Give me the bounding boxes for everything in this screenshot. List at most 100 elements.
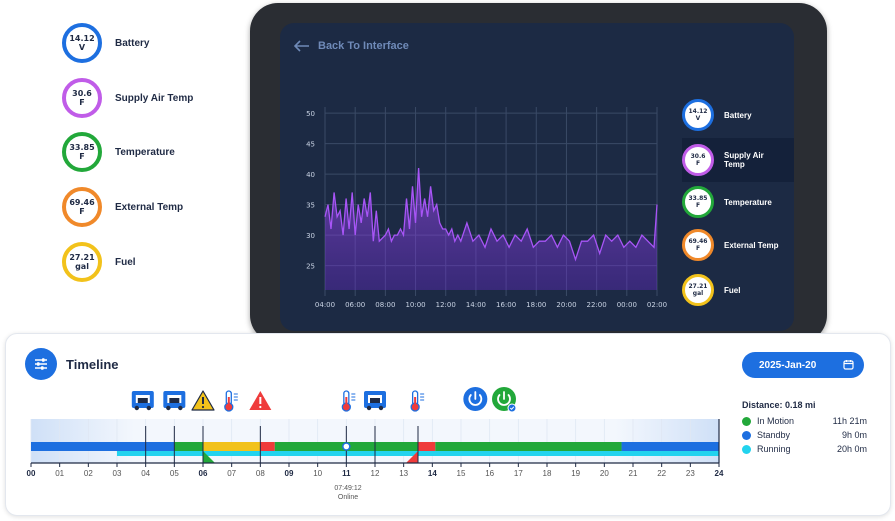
x-tick-label: 16:00: [496, 301, 516, 309]
alarm-segment: [260, 442, 275, 451]
tablet-battery-unit: V: [695, 115, 701, 122]
truck-wheel: [178, 405, 183, 411]
alert-bang: [259, 397, 262, 404]
end-flag-icon: [406, 451, 418, 463]
hour-label: 08: [256, 469, 265, 478]
alarm-segment: [418, 442, 436, 451]
warning-dot: [201, 405, 205, 409]
thermo-level: [345, 397, 348, 405]
hour-label: 10: [313, 469, 322, 478]
sensor-supply-air-temp[interactable]: 30.6 F Supply Air Temp: [62, 78, 195, 118]
tablet-sensor-fuel[interactable]: 27.21 gal Fuel: [682, 268, 794, 312]
check-mark: [509, 406, 515, 411]
standby-segment: [31, 442, 175, 451]
hour-label: 04: [141, 469, 150, 478]
thermometer-icon[interactable]: [341, 390, 356, 412]
tablet-external-temp-unit: F: [695, 245, 701, 252]
x-tick-label: 12:00: [436, 301, 456, 309]
date-picker-button[interactable]: 2025-Jan-20: [742, 352, 864, 378]
truck-icon[interactable]: [163, 391, 186, 411]
x-tick-label: 02:00: [647, 301, 667, 309]
event-time: 07:49:12: [334, 485, 362, 492]
in-motion-value: 11h 21m: [832, 416, 867, 426]
date-label: 2025-Jan-20: [759, 359, 817, 371]
sensor-external-temp[interactable]: 69.46 F External Temp: [62, 187, 195, 227]
motion-segment: [435, 442, 622, 451]
temperature-unit: F: [79, 152, 85, 161]
temperature-value: 33.85: [69, 143, 95, 152]
distance-label: Distance: 0.18 mi: [742, 400, 816, 410]
temperature-gauge: 33.85 F: [62, 132, 102, 172]
running-value: 20h 0m: [836, 444, 867, 454]
hour-label: 14: [428, 469, 437, 478]
fuel-unit: gal: [75, 262, 89, 271]
event-time-label: 07:49:12 Online: [328, 484, 368, 502]
tablet-sensor-external-temp[interactable]: 69.46 F External Temp: [682, 223, 794, 267]
x-tick-label: 18:00: [526, 301, 546, 309]
tablet-sensor-temperature[interactable]: 33.85 F Temperature: [682, 180, 794, 224]
standby-dot: [742, 430, 751, 440]
battery-gauge: 14.12 V: [62, 23, 102, 63]
y-tick-label: 30: [306, 232, 315, 240]
tablet-fuel-gauge: 27.21 gal: [682, 274, 714, 306]
thermo-level: [414, 397, 417, 405]
truck-icon[interactable]: [131, 391, 154, 411]
back-to-interface-link[interactable]: Back To Interface: [294, 40, 409, 52]
truck-icon[interactable]: [364, 391, 386, 411]
thermometer-icon[interactable]: [410, 390, 425, 412]
external-temp-unit: F: [79, 207, 85, 216]
fuel-value: 27.21: [69, 253, 95, 262]
truck-wheel: [378, 405, 384, 411]
tablet-temperature-unit: F: [695, 202, 701, 209]
event-status: Online: [337, 494, 359, 501]
sensor-temperature[interactable]: 33.85 F Temperature: [62, 132, 195, 172]
external-temp-value: 69.46: [69, 198, 95, 207]
tablet-fuel-unit: gal: [692, 290, 704, 297]
hour-label: 05: [170, 469, 179, 478]
sliders-icon: [35, 358, 47, 370]
hour-label: 02: [84, 469, 93, 478]
battery-label: Battery: [115, 37, 150, 49]
hour-label: 03: [113, 469, 122, 478]
tablet-screen: Back To Interface 25 30 35 40 45 50 04:00 06:00…: [280, 23, 794, 331]
power-icon[interactable]: [492, 387, 517, 413]
battery-value: 14.12: [69, 34, 95, 43]
sensor-fuel[interactable]: 27.21 gal Fuel: [62, 242, 195, 282]
thermometer-icon[interactable]: [224, 390, 238, 412]
power-icon[interactable]: [463, 387, 488, 411]
hour-label: 20: [600, 469, 609, 478]
legend-standby: Standby 9h 0m: [742, 430, 867, 440]
battery-unit: V: [78, 43, 86, 52]
tablet-external-temp-gauge: 69.46 F: [682, 229, 714, 261]
hour-label: 11: [342, 469, 351, 478]
standby-label: Standby: [757, 430, 791, 440]
warning-icon[interactable]: [191, 390, 215, 411]
running-dot: [742, 444, 751, 454]
timeline-settings-button[interactable]: [25, 348, 57, 380]
tablet-temperature-value: 33.85: [688, 195, 708, 202]
sensor-battery[interactable]: 14.12 V Battery: [62, 23, 195, 63]
tablet-sensor-supply-air-temp[interactable]: 30.6 F Supply Air Temp: [682, 138, 794, 182]
tablet-sensor-battery[interactable]: 14.12 V Battery: [682, 93, 794, 137]
hour-label: 06: [199, 469, 208, 478]
sensor-chart: 25 30 35 40 45 50 04:00 06:00 08:00 10:00 12:00 14:…: [306, 107, 667, 309]
tablet-supply-air-unit: F: [695, 160, 701, 167]
arrow-left-icon: [294, 40, 309, 52]
y-tick-label: 35: [306, 202, 315, 210]
x-tick-label: 00:00: [617, 301, 637, 309]
current-position-marker: [342, 442, 351, 451]
hour-label: 07: [227, 469, 236, 478]
back-label: Back To Interface: [318, 40, 409, 52]
truck-cab: [370, 398, 380, 403]
y-tick-label: 50: [306, 110, 315, 118]
y-tick-label: 45: [306, 141, 315, 149]
timeline-track[interactable]: 00 01 02 03 04 05 06 07 08 09 10 11 12 13 14 15 16 17 18 19…: [6, 334, 892, 517]
alert-icon[interactable]: [249, 391, 272, 410]
external-temp-gauge: 69.46 F: [62, 187, 102, 227]
timeline-title: Timeline: [66, 357, 119, 372]
hour-label: 01: [55, 469, 64, 478]
tablet-external-temp-value: 69.46: [688, 238, 708, 245]
truck-wheel: [146, 405, 151, 411]
supply-air-unit: F: [79, 98, 85, 107]
truck-wheel: [366, 405, 372, 411]
